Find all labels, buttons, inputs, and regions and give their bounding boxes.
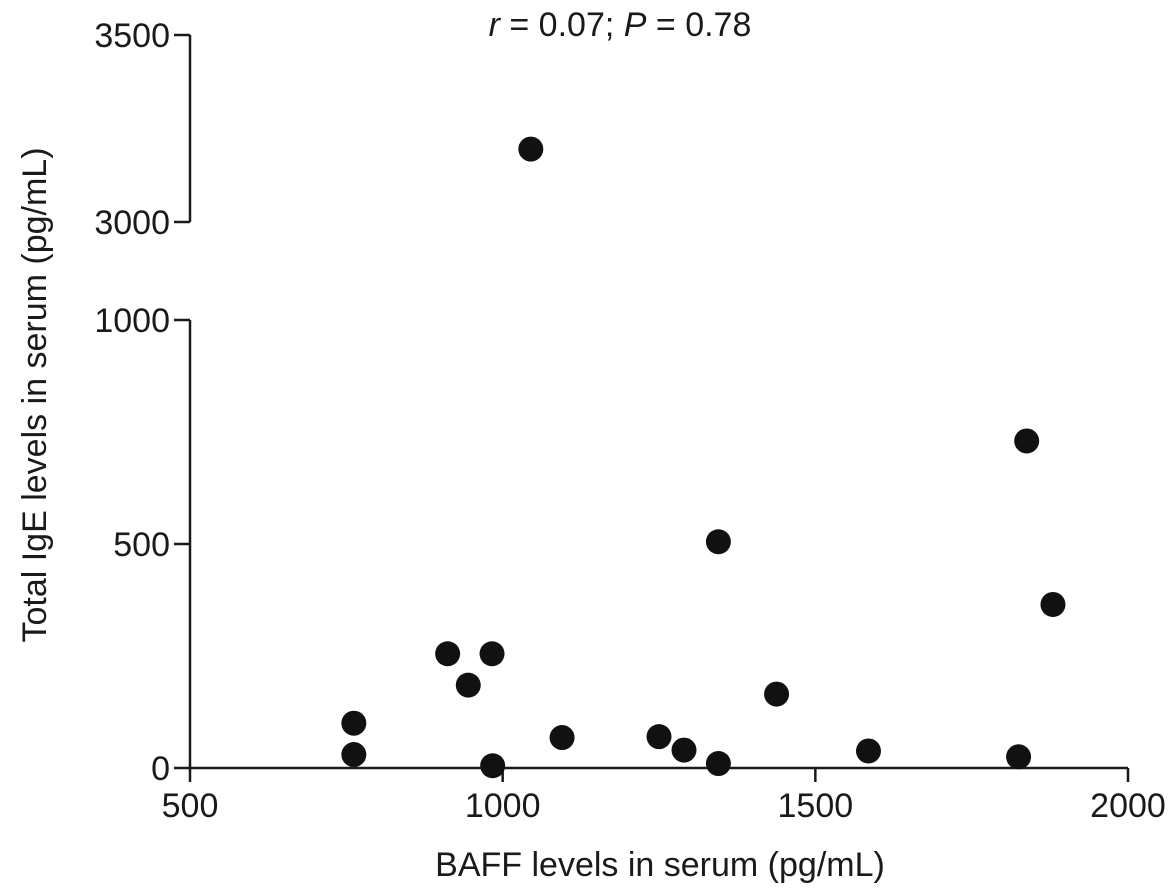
- y-axis-title: Total IgE levels in serum (pg/mL): [16, 147, 54, 642]
- p-value-text: = 0.78: [646, 6, 751, 44]
- data-point: [455, 672, 481, 698]
- data-point: [1014, 428, 1040, 454]
- y-tick-label: 1000: [94, 302, 170, 340]
- x-tick-label: 2000: [1090, 787, 1166, 825]
- y-tick-label: 500: [113, 526, 170, 564]
- x-tick-label: 1000: [465, 787, 541, 825]
- y-tick-label: 0: [151, 750, 170, 788]
- data-point: [518, 136, 544, 162]
- y-tick-label: 3000: [94, 204, 170, 242]
- data-point: [764, 681, 790, 707]
- y-tick-label: 3500: [94, 17, 170, 55]
- data-point: [705, 751, 731, 777]
- x-tick-label: 1500: [778, 787, 854, 825]
- data-point: [435, 641, 461, 667]
- data-point: [549, 725, 575, 751]
- r-value-text: = 0.07;: [500, 6, 624, 44]
- x-ticks-group: 500 1000 1500 2000: [162, 768, 1166, 825]
- data-point: [1006, 744, 1032, 770]
- p-symbol: P: [624, 6, 647, 44]
- data-point: [855, 738, 881, 764]
- y-ticks-group: 0 500 1000 3000 3500: [94, 17, 190, 788]
- data-point: [479, 641, 505, 667]
- data-point: [341, 742, 367, 768]
- correlation-annotation: r = 0.07; P = 0.78: [489, 6, 752, 44]
- x-tick-label: 500: [162, 787, 219, 825]
- axes-group: [188, 35, 1128, 770]
- data-point: [341, 710, 367, 736]
- data-point: [671, 737, 697, 763]
- points-group: [341, 136, 1066, 779]
- x-axis-title: BAFF levels in serum (pg/mL): [435, 846, 885, 884]
- r-symbol: r: [489, 6, 502, 44]
- data-point: [1040, 591, 1066, 617]
- data-point: [646, 724, 672, 750]
- data-point: [705, 529, 731, 555]
- data-point: [480, 753, 506, 779]
